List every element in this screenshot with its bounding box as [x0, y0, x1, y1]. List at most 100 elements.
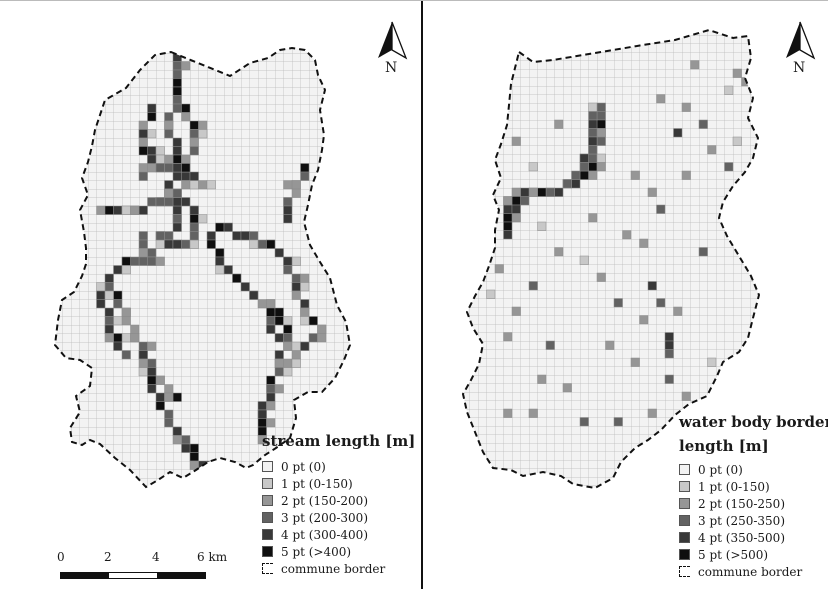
map-cell: [656, 298, 666, 308]
legend-item-commune-border: commune border: [262, 560, 415, 577]
map-cell: [274, 248, 284, 258]
map-cell: [732, 68, 742, 78]
commune-border-swatch: [679, 566, 690, 577]
map-cell: [121, 350, 131, 360]
map-cell: [96, 299, 106, 309]
map-cell: [537, 221, 547, 231]
map-cell: [300, 282, 310, 292]
map-cell: [690, 60, 700, 70]
map-cell: [189, 231, 199, 241]
scale-tick-6km: 6 km: [197, 550, 228, 564]
map-cell: [130, 205, 140, 215]
legend-title: stream length [m]: [262, 432, 416, 450]
legend-item-0-pt: 0 pt (0): [679, 461, 828, 478]
map-cell: [503, 332, 513, 342]
stream-length-map: [53, 21, 408, 489]
map-cell: [724, 85, 734, 95]
legend-item-0-pt: 0 pt (0): [262, 458, 415, 475]
map-cell: [630, 357, 640, 367]
map-cell: [317, 324, 327, 334]
map-cell: [249, 239, 259, 249]
north-arrow-icon: [786, 21, 816, 60]
map-cell: [138, 358, 148, 368]
map-cell: [656, 94, 666, 104]
panel-divider: [421, 0, 423, 589]
map-cell: [113, 299, 123, 309]
legend-item-2-pt: 2 pt (150-250): [679, 495, 828, 512]
legend-item-4-pt: 4 pt (350-500): [679, 529, 828, 546]
map-cell: [147, 154, 157, 164]
legend-title-line2: length [m]: [679, 437, 769, 455]
map-cell: [588, 145, 598, 155]
legend-label: 4 pt (350-500): [698, 530, 785, 545]
commune-border: [461, 28, 761, 490]
map-cell: [172, 188, 182, 198]
legend-label: commune border: [281, 561, 386, 576]
map-cell: [155, 231, 165, 241]
legend-swatch: [262, 461, 273, 472]
legend-swatch: [262, 478, 273, 489]
scale-tick-0: 0: [57, 550, 65, 564]
map-cell: [164, 392, 174, 402]
map-cell: [622, 230, 632, 240]
map-cell: [732, 136, 742, 146]
north-arrow-icon: [378, 21, 408, 60]
map-cell: [257, 435, 267, 445]
map-cell: [664, 349, 674, 359]
map-cell: [291, 290, 301, 300]
map-cell: [215, 265, 225, 275]
map-cell: [579, 162, 589, 172]
legend-item-2-pt: 2 pt (150-200): [262, 492, 415, 509]
legend-swatch: [679, 481, 690, 492]
map-cell: [579, 417, 589, 427]
map-cell: [656, 204, 666, 214]
map-cell: [554, 119, 564, 129]
legend-swatch: [262, 546, 273, 557]
scale-tick-2: 2: [104, 550, 112, 564]
map-cell: [698, 247, 708, 257]
map-cell: [147, 112, 157, 122]
map-cell: [681, 170, 691, 180]
map-cell: [664, 374, 674, 384]
stream-length-legend: stream length [m] 0 pt (0) 1 pt (0-150) 2 …: [262, 432, 415, 577]
legend-swatch: [262, 512, 273, 523]
legend-label: 0 pt (0): [698, 462, 743, 477]
map-cell: [155, 256, 165, 266]
stream-cells: [96, 52, 327, 470]
map-cell: [528, 162, 538, 172]
map-cell: [104, 333, 114, 343]
legend-item-commune-border: commune border: [679, 563, 828, 580]
legend-label: 1 pt (0-150): [281, 476, 353, 491]
map-cell: [206, 239, 216, 249]
map-cell: [283, 214, 293, 224]
map-cell: [223, 222, 233, 232]
legend-item-4-pt: 4 pt (300-400): [262, 526, 415, 543]
map-cell: [681, 102, 691, 112]
map-cell: [673, 306, 683, 316]
stream-length-map-panel: N stream length [m] 0 pt (0) 1 pt (0-150)…: [53, 21, 416, 579]
map-cell: [164, 418, 174, 428]
map-cell: [579, 255, 589, 265]
map-cell: [147, 384, 157, 394]
map-cell: [605, 340, 615, 350]
north-label: N: [385, 60, 398, 76]
map-cell: [639, 315, 649, 325]
legend-item-1-pt: 1 pt (0-150): [262, 475, 415, 492]
legend-title-line1: water body border: [679, 413, 828, 431]
map-cell: [562, 179, 572, 189]
map-cell: [647, 408, 657, 418]
map-cell: [283, 180, 293, 190]
map-cell: [503, 196, 513, 206]
map-cell: [681, 391, 691, 401]
map-cell: [300, 316, 310, 326]
map-cell: [164, 129, 174, 139]
map-cell: [571, 170, 581, 180]
map-cell: [181, 197, 191, 207]
map-cell: [707, 145, 717, 155]
map-cell: [511, 136, 521, 146]
map-cell: [707, 357, 717, 367]
map-cell: [121, 265, 131, 275]
map-cell: [206, 180, 216, 190]
map-cell: [189, 460, 199, 470]
